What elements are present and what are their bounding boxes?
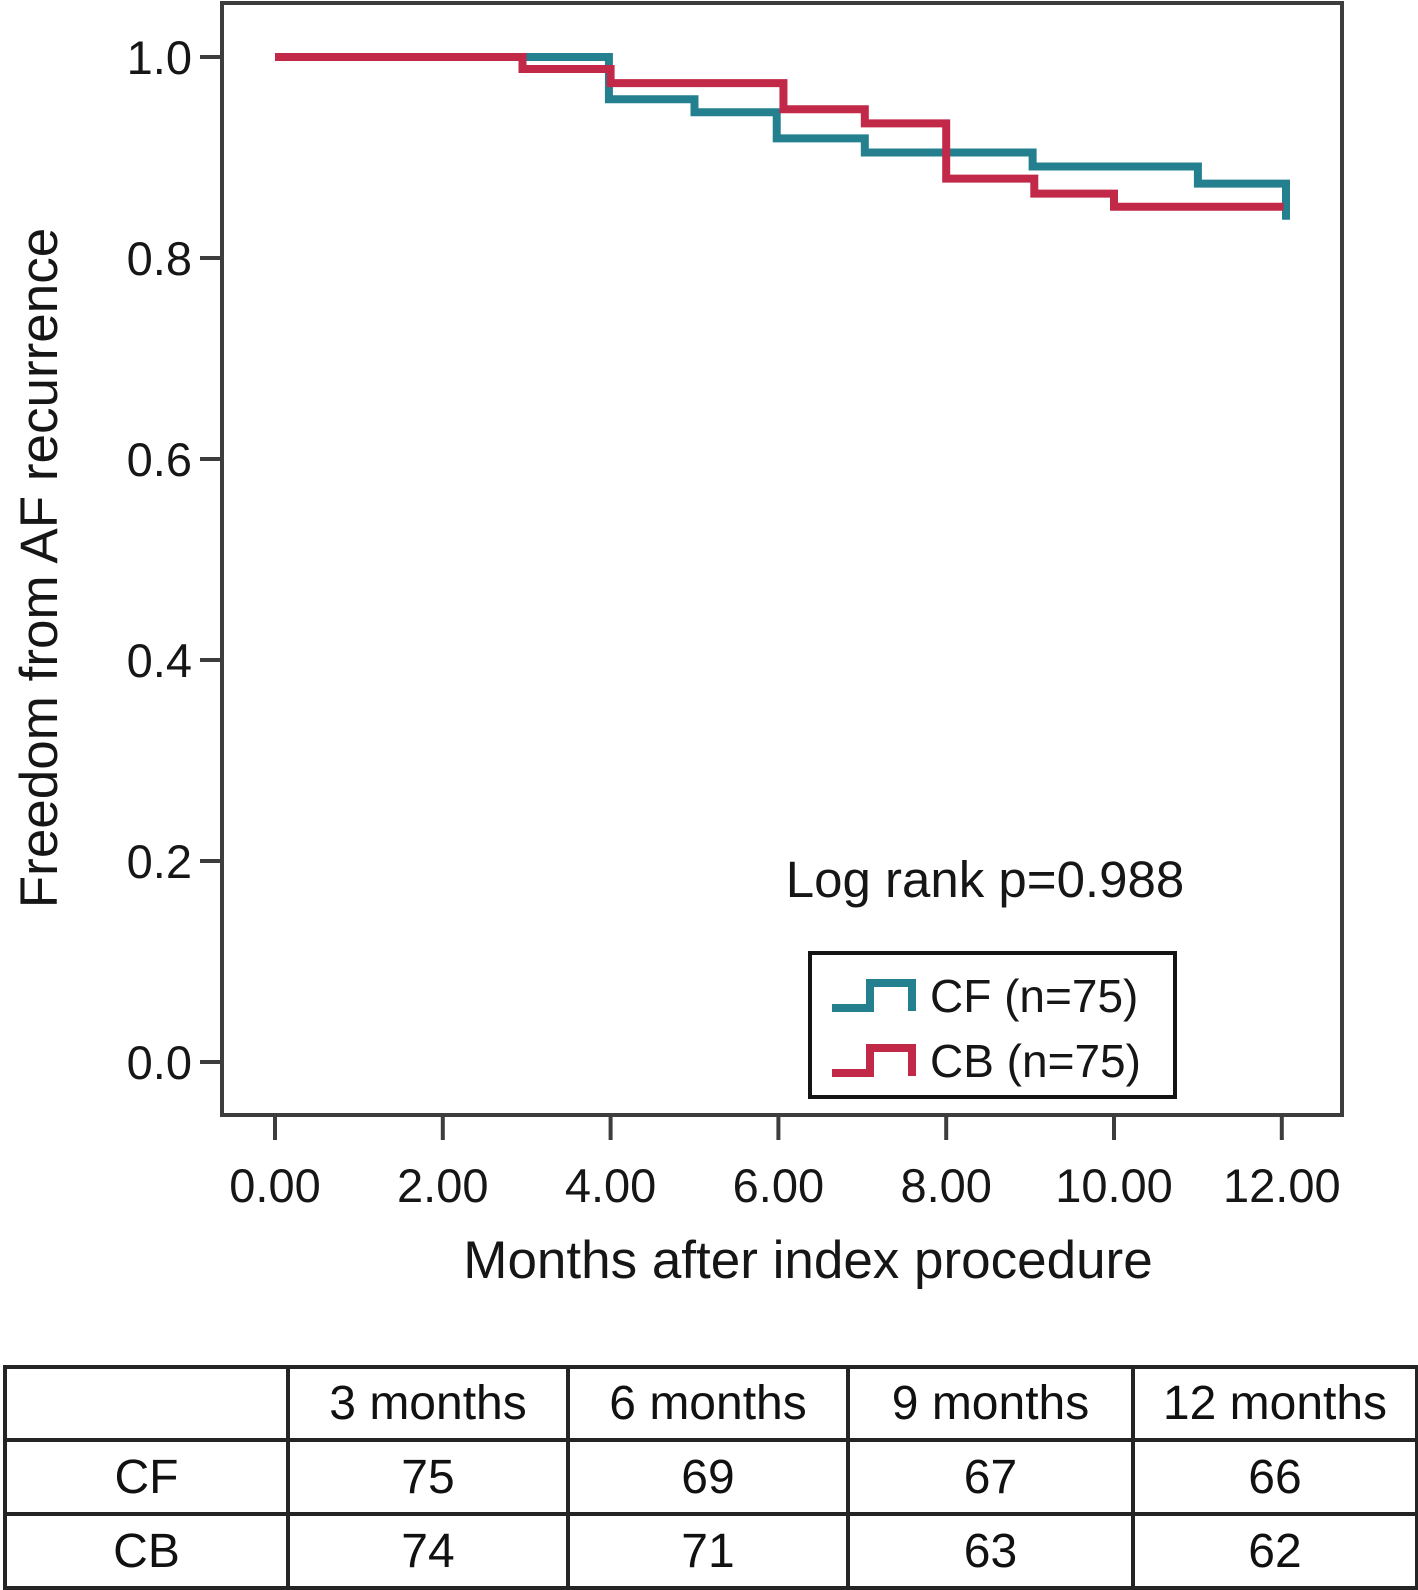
x-tick-label: 8.00 <box>900 1159 991 1212</box>
km-curve-cf <box>275 53 1290 220</box>
y-axis-title: Freedom from AF recurrence <box>10 228 69 908</box>
y-tick-label: 0.2 <box>127 835 192 888</box>
legend-key-cb-icon <box>832 1044 916 1077</box>
legend-label-cb: CB (n=75) <box>930 1035 1141 1087</box>
plot-border <box>220 1 1344 1117</box>
km-curve-cb <box>275 53 1284 211</box>
x-tick-label: 12.00 <box>1223 1159 1341 1212</box>
risk-table-header-9mo: 9 months <box>846 1365 1135 1442</box>
risk-table-row-cf: CF 75 69 67 66 <box>3 1438 1418 1516</box>
risk-table-cell: 69 <box>566 1438 850 1516</box>
risk-table-row-label-cb: CB <box>3 1512 290 1590</box>
risk-table-row-cb: CB 74 71 63 62 <box>3 1512 1418 1590</box>
risk-table-cell: 74 <box>286 1512 570 1590</box>
risk-table-header-12mo: 12 months <box>1131 1365 1418 1442</box>
y-tick-label: 0.4 <box>127 634 192 687</box>
y-tick-label: 0.0 <box>127 1036 192 1089</box>
risk-table-cell: 75 <box>286 1438 570 1516</box>
risk-table-header-3mo: 3 months <box>286 1365 570 1442</box>
risk-table-cell: 62 <box>1131 1512 1418 1590</box>
y-tick-label: 1.0 <box>127 31 192 84</box>
risk-table-header-row: 3 months 6 months 9 months 12 months <box>3 1365 1418 1442</box>
y-tick-label: 0.6 <box>127 433 192 486</box>
risk-table-cell: 66 <box>1131 1438 1418 1516</box>
risk-table-row-label-cf: CF <box>3 1438 290 1516</box>
risk-table-header-6mo: 6 months <box>566 1365 850 1442</box>
risk-table-cell: 63 <box>846 1512 1135 1590</box>
log-rank-annotation: Log rank p=0.988 <box>786 851 1184 908</box>
x-tick-label: 6.00 <box>733 1159 824 1212</box>
risk-table-cell: 71 <box>566 1512 850 1590</box>
risk-table-cell: 67 <box>846 1438 1135 1516</box>
numbers-at-risk-table: 3 months 6 months 9 months 12 months CF … <box>3 1365 1418 1590</box>
x-tick-label: 4.00 <box>565 1159 656 1212</box>
x-axis-title: Months after index procedure <box>463 1231 1152 1290</box>
x-tick-label: 10.00 <box>1055 1159 1173 1212</box>
km-chart: 1.0 0.8 0.6 0.4 0.2 0.0 0.00 2.00 4.00 6.00 8.00 10… <box>10 1 1344 1290</box>
legend-box <box>808 951 1177 1099</box>
legend-label-cf: CF (n=75) <box>930 970 1138 1022</box>
x-tick-label: 2.00 <box>397 1159 488 1212</box>
y-tick-label: 0.8 <box>127 232 192 285</box>
x-tick-label: 0.00 <box>229 1159 320 1212</box>
risk-table-corner-cell <box>3 1365 290 1442</box>
legend-key-cf-icon <box>832 979 916 1012</box>
